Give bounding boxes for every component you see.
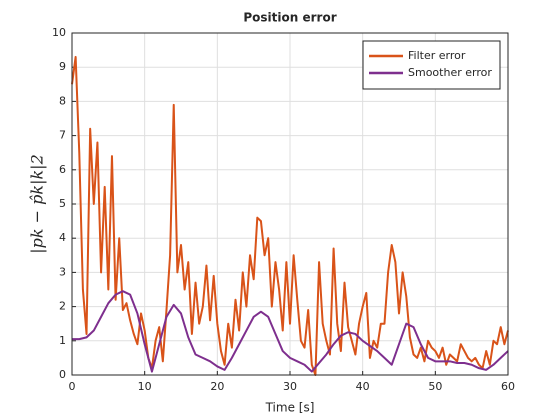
y-tick-label: 7 xyxy=(59,129,66,142)
x-tick-label: 20 xyxy=(210,380,224,393)
legend-label: Filter error xyxy=(408,49,466,62)
legend-label: Smoother error xyxy=(408,66,492,79)
y-tick-label: 5 xyxy=(59,197,66,210)
x-axis-label: Time [s] xyxy=(265,401,315,415)
y-tick-label: 0 xyxy=(59,368,66,381)
x-tick-label: 30 xyxy=(283,380,297,393)
x-tick-label: 60 xyxy=(501,380,515,393)
legend-box xyxy=(362,40,501,90)
series-line xyxy=(72,290,509,373)
y-tick-label: 6 xyxy=(59,163,66,176)
y-axis-label: |pk − p̂k|k|2 xyxy=(28,154,47,254)
y-tick-label: 3 xyxy=(59,265,66,278)
chart-title: Position error xyxy=(243,11,336,25)
series-line xyxy=(71,55,509,376)
y-tick-label: 10 xyxy=(52,26,66,39)
x-tick-label: 0 xyxy=(69,380,76,393)
y-tick-label: 2 xyxy=(59,300,66,313)
y-tick-label: 1 xyxy=(59,334,66,347)
x-tick-label: 50 xyxy=(428,380,442,393)
x-tick-label: 10 xyxy=(138,380,152,393)
axes-box xyxy=(71,32,509,376)
y-tick-label: 8 xyxy=(59,94,66,107)
y-tick-label: 4 xyxy=(59,231,66,244)
x-tick-label: 40 xyxy=(356,380,370,393)
y-tick-label: 9 xyxy=(59,60,66,73)
